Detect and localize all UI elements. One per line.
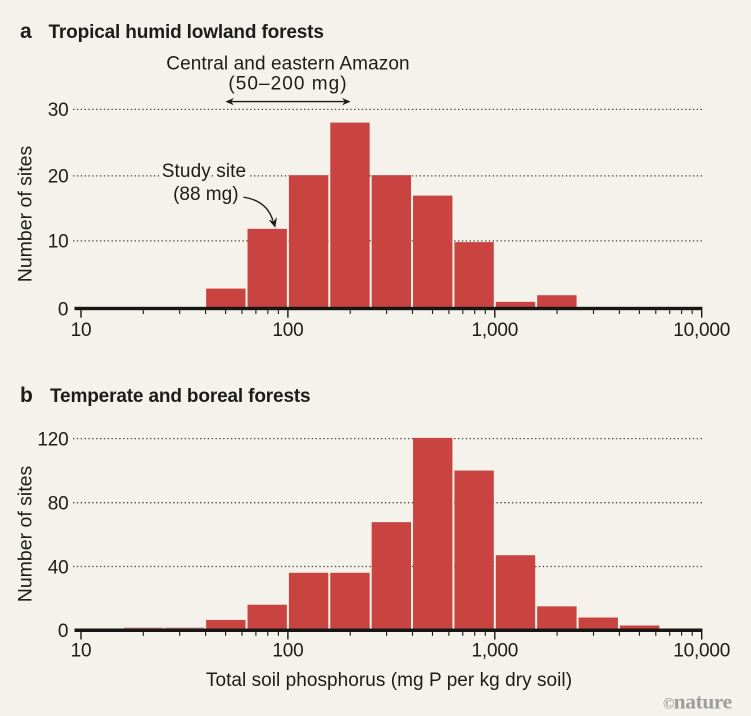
- svg-text:Central and eastern Amazon: Central and eastern Amazon: [166, 54, 409, 75]
- svg-text:0: 0: [58, 621, 69, 642]
- svg-text:10,000: 10,000: [673, 641, 730, 662]
- svg-text:(88 mg): (88 mg): [173, 184, 238, 205]
- svg-text:(50–200 mg): (50–200 mg): [228, 73, 347, 94]
- svg-text:120: 120: [37, 429, 68, 450]
- svg-text:10: 10: [71, 320, 92, 341]
- svg-text:b: b: [20, 384, 33, 407]
- svg-text:1,000: 1,000: [472, 320, 519, 341]
- svg-text:100: 100: [272, 320, 303, 341]
- svg-text:Tropical humid lowland forests: Tropical humid lowland forests: [49, 22, 324, 43]
- svg-text:©: ©: [663, 695, 675, 712]
- svg-text:a: a: [20, 20, 32, 43]
- svg-text:Temperate and boreal forests: Temperate and boreal forests: [50, 386, 310, 407]
- svg-text:10,000: 10,000: [673, 320, 730, 341]
- svg-text:1,000: 1,000: [472, 641, 519, 662]
- svg-text:Total soil phosphorus (mg P pe: Total soil phosphorus (mg P per kg dry s…: [206, 670, 572, 691]
- svg-text:Number of sites: Number of sites: [14, 465, 36, 602]
- svg-text:10: 10: [71, 641, 92, 662]
- svg-text:20: 20: [48, 167, 69, 188]
- svg-text:40: 40: [48, 557, 69, 578]
- svg-text:Study site: Study site: [162, 161, 246, 182]
- svg-text:Number of sites: Number of sites: [14, 145, 36, 282]
- svg-text:0: 0: [58, 299, 69, 320]
- svg-text:80: 80: [48, 494, 69, 515]
- svg-text:10: 10: [48, 232, 69, 253]
- svg-text:nature: nature: [674, 689, 732, 713]
- svg-text:30: 30: [48, 100, 69, 121]
- svg-text:100: 100: [272, 641, 303, 662]
